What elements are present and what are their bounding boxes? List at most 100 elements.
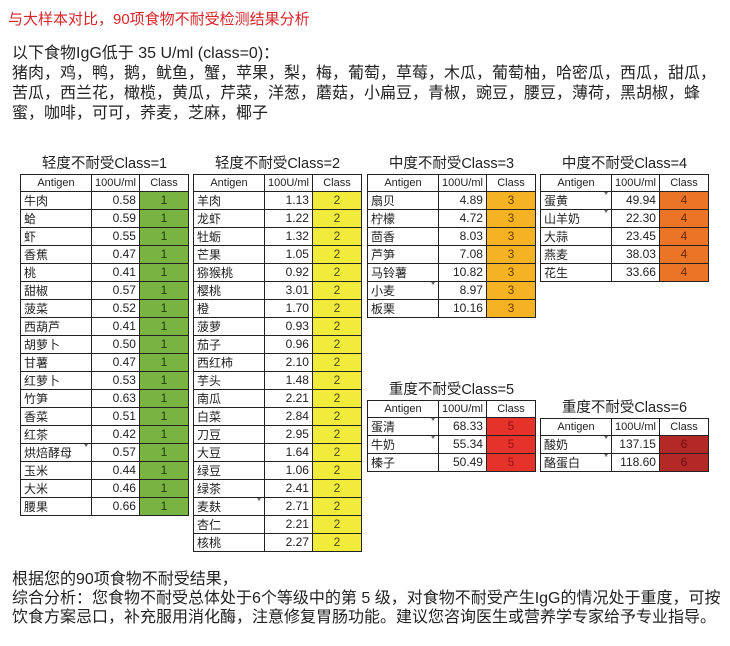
antigen-value: 0.47 xyxy=(91,244,140,264)
antigen-name: 胡萝卜 xyxy=(20,334,92,354)
column-header-1: 100U/ml xyxy=(91,174,140,192)
antigen-value: 0.59 xyxy=(91,208,140,228)
table-class-2: 轻度不耐受Class=2 Antigen 100U/ml Class 羊肉 1.13 2 龙虾… xyxy=(193,154,362,552)
table-row: 玉米 0.44 1 xyxy=(20,460,189,480)
table-row: 羊肉 1.13 2 xyxy=(193,190,362,210)
class-badge: 2 xyxy=(311,316,362,336)
column-header-1: 100U/ml xyxy=(438,174,487,192)
class-badge: 2 xyxy=(311,352,362,372)
antigen-name: 桃 xyxy=(20,262,92,282)
class-badge: 1 xyxy=(138,316,189,336)
class-badge: 2 xyxy=(311,370,362,390)
table-row: 麦麸 * 2.71 2 xyxy=(193,495,362,516)
class-badge: 2 xyxy=(311,424,362,444)
table-row: 牛奶 * 55.34 5 xyxy=(367,433,536,454)
antigen-name: 绿豆 xyxy=(193,460,265,480)
antigen-value: 1.70 xyxy=(264,298,313,318)
antigen-value: 7.08 xyxy=(438,244,487,264)
antigen-name: 大米 xyxy=(20,478,92,498)
class-badge: 3 xyxy=(485,226,536,246)
table-row: 甜椒 0.57 1 xyxy=(20,280,189,300)
class-badge: 1 xyxy=(138,262,189,282)
class-badge: 3 xyxy=(485,208,536,228)
class-0-foods: 以下食物IgG低于 35 U/ml (class=0)： 猪肉，鸡，鸭，鹅，鱿鱼… xyxy=(12,44,724,124)
table-row: 芦笋 7.08 3 xyxy=(367,244,536,264)
class-badge: 2 xyxy=(311,406,362,426)
antigen-name: 绿茶 xyxy=(193,478,265,498)
column-header-2: Class xyxy=(311,174,362,192)
table-row: 桃 0.41 1 xyxy=(20,262,189,282)
class-badge: 1 xyxy=(138,334,189,354)
class-badge: 2 xyxy=(311,478,362,498)
antigen-value: 2.84 xyxy=(264,406,313,426)
header-row: Antigen 100U/ml Class xyxy=(367,174,536,192)
antigen-value: 0.63 xyxy=(91,388,140,408)
table-row: 樱桃 3.01 2 xyxy=(193,280,362,300)
antigen-value: 68.33 xyxy=(438,416,487,436)
column-header-2: Class xyxy=(138,174,189,192)
table-row: 榛子 50.49 5 xyxy=(367,452,536,472)
antigen-value: 0.96 xyxy=(264,334,313,354)
antigen-value: 0.42 xyxy=(91,424,140,444)
antigen-value: 4.89 xyxy=(438,190,487,210)
antigen-value: 0.66 xyxy=(91,496,140,516)
class-badge: 5 xyxy=(485,452,536,472)
table-row: 茴香 8.03 3 xyxy=(367,226,536,246)
table-row: 小麦 * 8.97 3 xyxy=(367,279,536,300)
class-badge: 4 xyxy=(658,244,709,264)
table-row: 西葫芦 0.41 1 xyxy=(20,316,189,336)
class-badge: 1 xyxy=(138,280,189,300)
asterisk-mark: * xyxy=(431,433,435,445)
antigen-value: 1.05 xyxy=(264,244,313,264)
antigen-name: 西葫芦 xyxy=(20,316,92,336)
class-badge: 3 xyxy=(485,244,536,264)
antigen-value: 0.58 xyxy=(91,190,140,210)
table-row: 菠菜 0.52 1 xyxy=(20,298,189,318)
table-class-1: 轻度不耐受Class=1 Antigen 100U/ml Class 牛肉 0.58 1 蛤 0… xyxy=(20,154,189,516)
antigen-name: 榛子 xyxy=(367,452,439,472)
antigen-name: 柠檬 xyxy=(367,208,439,228)
table-row: 燕麦 38.03 4 xyxy=(540,244,709,264)
column-header-1: 100U/ml xyxy=(611,174,660,192)
antigen-value: 2.27 xyxy=(264,532,313,552)
antigen-name: 虾 xyxy=(20,226,92,246)
table-row: 大蒜 23.45 4 xyxy=(540,226,709,246)
asterisk-mark: * xyxy=(257,495,261,507)
table-row: 竹笋 0.63 1 xyxy=(20,388,189,408)
result-table: Antigen 100U/ml Class 扇贝 4.89 3 柠檬 4.72 3 茴香 8.03 3… xyxy=(367,174,536,318)
antigen-name: 牛奶 * xyxy=(367,433,439,454)
antigen-name: 马铃薯 xyxy=(367,262,439,282)
asterisk-mark: * xyxy=(431,279,435,291)
antigen-name: 甜椒 xyxy=(20,280,92,300)
summary-analysis: 综合分析：您食物不耐受总体处于6个等级中的第 5 级，对食物不耐受产生IgG的情… xyxy=(12,590,721,626)
class-badge: 2 xyxy=(311,190,362,210)
class-badge: 5 xyxy=(485,416,536,436)
antigen-value: 1.64 xyxy=(264,442,313,462)
table-row: 烘焙酵母 * 0.57 1 xyxy=(20,442,189,462)
antigen-name: 核桃 xyxy=(193,532,265,552)
header-row: Antigen 100U/ml Class xyxy=(193,174,362,192)
class-badge: 6 xyxy=(658,434,709,454)
table-row: 牛肉 0.58 1 xyxy=(20,190,189,210)
class-badge: 2 xyxy=(311,388,362,408)
class-badge: 5 xyxy=(485,434,536,454)
class-badge: 4 xyxy=(658,190,709,210)
antigen-name: 板栗 xyxy=(367,298,439,318)
table-caption: 轻度不耐受Class=1 xyxy=(41,156,168,172)
table-row: 红茶 0.42 1 xyxy=(20,424,189,444)
table-row: 马铃薯 10.82 3 xyxy=(367,262,536,282)
table-class-6: 重度不耐受Class=6 Antigen 100U/ml Class 酸奶 * 137.15… xyxy=(540,398,709,472)
header-row: Antigen 100U/ml Class xyxy=(367,400,536,418)
class-badge: 1 xyxy=(138,190,189,210)
antigen-name: 蛤 xyxy=(20,208,92,228)
antigen-value: 137.15 xyxy=(611,434,660,454)
antigen-value: 2.21 xyxy=(264,514,313,534)
table-row: 甘薯 0.47 1 xyxy=(20,352,189,372)
antigen-value: 0.51 xyxy=(91,406,140,426)
table-row: 红萝卜 0.53 1 xyxy=(20,370,189,390)
table-class-4: 中度不耐受Class=4 Antigen 100U/ml Class 蛋黄 * 49.94 4… xyxy=(540,154,709,282)
class-0-food-list: 猪肉，鸡，鸭，鹅，鱿鱼，蟹，苹果，梨，梅，葡萄，草莓，木瓜，葡萄柚，哈密瓜，西瓜… xyxy=(12,65,717,122)
class-badge: 1 xyxy=(138,460,189,480)
antigen-name: 酸奶 * xyxy=(540,434,612,454)
column-header-2: Class xyxy=(485,400,536,418)
